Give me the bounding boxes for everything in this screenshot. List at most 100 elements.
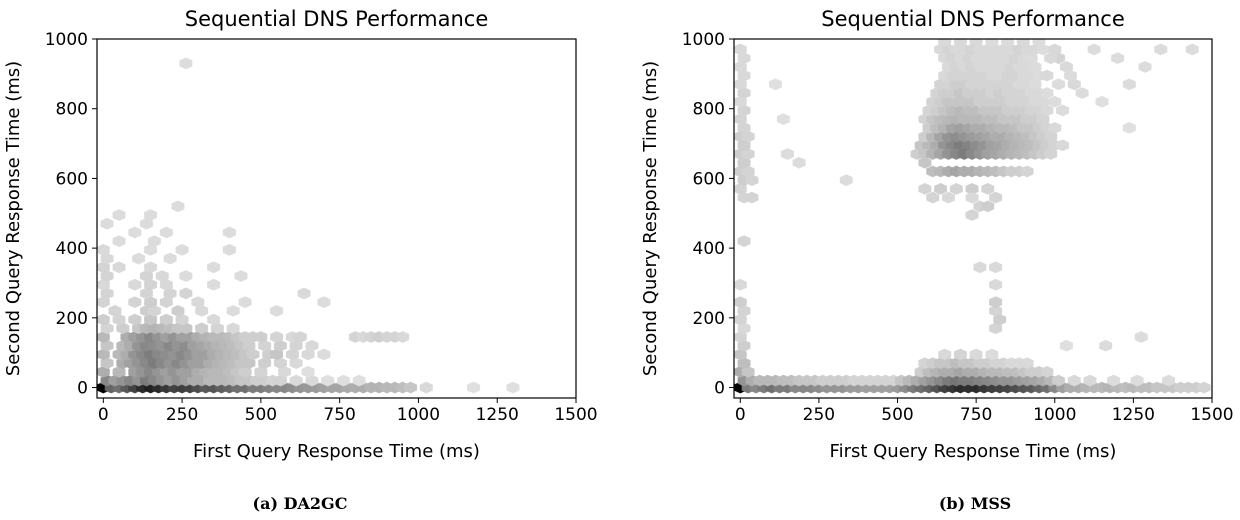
hexbin-cell [171,305,185,317]
hexbin-cell [97,244,110,256]
hexbin-cell [144,209,158,221]
chart-title: Sequential DNS Performance [821,7,1125,31]
hexbin-cell [969,348,983,361]
hexbin-cell [1048,95,1062,108]
hexbin-cell [144,313,158,326]
hexbin-cell [175,313,189,326]
hexbin-cell [270,305,284,317]
hexbin-cell [1044,130,1058,143]
hexbin-cell [1067,78,1081,91]
hexbin-cell [737,339,751,352]
hexbin-cell [97,296,110,309]
y-tick-label: 1000 [45,30,88,50]
hexbin-cell [969,39,983,47]
x-tick-label: 750 [323,405,355,425]
hexbin-cell [741,148,755,160]
hexbin-cell [942,191,955,204]
hexbin-cell [1122,78,1136,91]
x-tick-label: 1250 [476,405,519,425]
hexbin-cell [1052,374,1066,387]
hexbin-cell [195,322,209,335]
hexbin-cell [179,322,193,335]
hexbin-cell [234,270,248,282]
hexbin-cell [745,191,759,204]
hexbin-cell [938,39,952,47]
hexbin-cell [317,296,331,309]
hexbin-cell [163,287,177,300]
hexbin-cell [734,278,747,291]
hexbin-cell [97,331,110,343]
hexbin-cell [112,313,126,326]
hexbin-cell [270,331,284,343]
hexbin-cell [981,200,995,213]
x-tick-label: 1250 [1112,405,1155,425]
hexbin-cell [1024,52,1038,65]
hexbin-cell [285,348,299,361]
hexbin-cell [305,339,319,352]
hexbin-cell [159,296,173,309]
y-tick-label: 600 [56,169,88,189]
x-tick-label: 250 [166,405,198,425]
hexbin-cell [734,348,747,361]
hexbin-cell [926,191,940,204]
hexbin-cell [132,252,146,265]
hexbin-cell [737,322,751,335]
hexbin-cell [195,305,209,317]
hexbin-cell [1052,78,1066,91]
plot-frame [96,38,577,399]
hexbin-cell [1185,43,1199,56]
hexbin-cell [1064,69,1077,82]
hexbin-cell [159,278,173,291]
hexbin-cell [965,209,979,221]
y-tick-label: 600 [693,169,725,189]
hexbin-cell [1036,113,1050,126]
hexbin-cell [745,174,759,187]
hexbin-cell [278,366,291,378]
hexbin-cell [396,331,410,343]
hexbin-cell [155,270,169,282]
hexbin-cell [776,113,790,126]
hexbin-cell [139,287,153,300]
hexbin-cell [737,156,751,169]
hexbin-cell [506,381,520,394]
hexbin-cell [1020,357,1034,370]
hexbin-cell [993,313,1007,326]
hexbin-cell [112,235,126,248]
hexbin-cell [989,261,1003,274]
hexbin-cell [918,156,932,169]
hexbin-cell [100,217,114,230]
hexbin-cell [1001,39,1015,47]
x-tick-label: 500 [245,405,277,425]
hexbin-cell [179,57,193,70]
hexbin-cell [949,183,963,195]
hexbin-cell [100,287,114,300]
hexbin-cell [207,313,221,326]
hexbin-cell [139,270,153,282]
y-axis-label: Second Query Response Time (ms) [3,61,24,376]
hexbin-cell [179,270,193,282]
hexbin-cell [242,357,256,370]
hexbin-cell [989,322,1003,335]
hexbin-cell [97,313,110,326]
hexbin-cell [953,39,967,47]
hexbin-cell [97,366,110,378]
hexbin-cell [293,331,307,343]
hexbin-cell [985,39,999,47]
hexbin-layer [734,39,1211,394]
y-tick-label: 1000 [682,30,725,50]
hexbin-cell [112,209,126,221]
hexbin-cell [144,244,158,256]
x-axis-label: First Query Response Time (ms) [193,441,480,462]
y-axis-label: Second Query Response Time (ms) [640,61,661,376]
hexbin-cell [273,339,287,352]
hexbin-cell [734,113,747,126]
hexbin-cell [226,305,240,317]
hexbin-cell [1040,366,1054,378]
hexbin-cell [1040,69,1054,82]
hexbin-cell [222,244,236,256]
hexbin-cell [769,78,782,91]
hexbin-cell [336,374,350,387]
hexbin-cell [734,61,747,73]
hexbin-cell [301,348,315,361]
hexbin-cell [1020,165,1034,178]
